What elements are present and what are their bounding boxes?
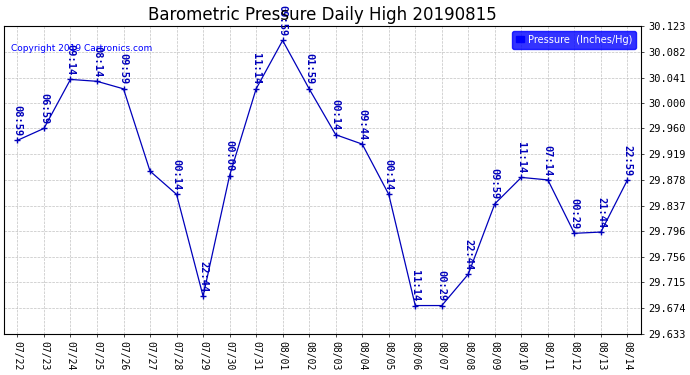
Text: Copyright 2019 Cartronics.com: Copyright 2019 Cartronics.com	[10, 45, 152, 54]
Text: 09:59: 09:59	[490, 168, 500, 200]
Text: 00:29: 00:29	[569, 198, 580, 229]
Text: 22:59: 22:59	[622, 144, 633, 176]
Text: 09:44: 09:44	[357, 109, 367, 140]
Text: 00:14: 00:14	[172, 159, 181, 190]
Text: 09:59: 09:59	[277, 5, 288, 36]
Text: 22:44: 22:44	[463, 239, 473, 270]
Text: 22:44: 22:44	[198, 261, 208, 292]
Text: 06:59: 06:59	[39, 93, 49, 124]
Text: 09:59: 09:59	[119, 53, 128, 85]
Text: 00:14: 00:14	[384, 159, 394, 190]
Text: 11:14: 11:14	[411, 270, 420, 302]
Text: 00:00: 00:00	[225, 140, 235, 171]
Text: 09:14: 09:14	[66, 44, 75, 75]
Text: 00:14: 00:14	[331, 99, 341, 130]
Text: 08:59: 08:59	[12, 105, 23, 136]
Text: 08:14: 08:14	[92, 46, 102, 77]
Text: 11:14: 11:14	[251, 53, 261, 85]
Text: 00:29: 00:29	[437, 270, 447, 302]
Text: 11:14: 11:14	[516, 142, 526, 173]
Text: 21:44: 21:44	[596, 196, 606, 228]
Text: 01:59: 01:59	[304, 53, 314, 85]
Text: 07:14: 07:14	[543, 144, 553, 176]
Title: Barometric Pressure Daily High 20190815: Barometric Pressure Daily High 20190815	[148, 6, 497, 24]
Legend: Pressure  (Inches/Hg): Pressure (Inches/Hg)	[512, 31, 635, 49]
